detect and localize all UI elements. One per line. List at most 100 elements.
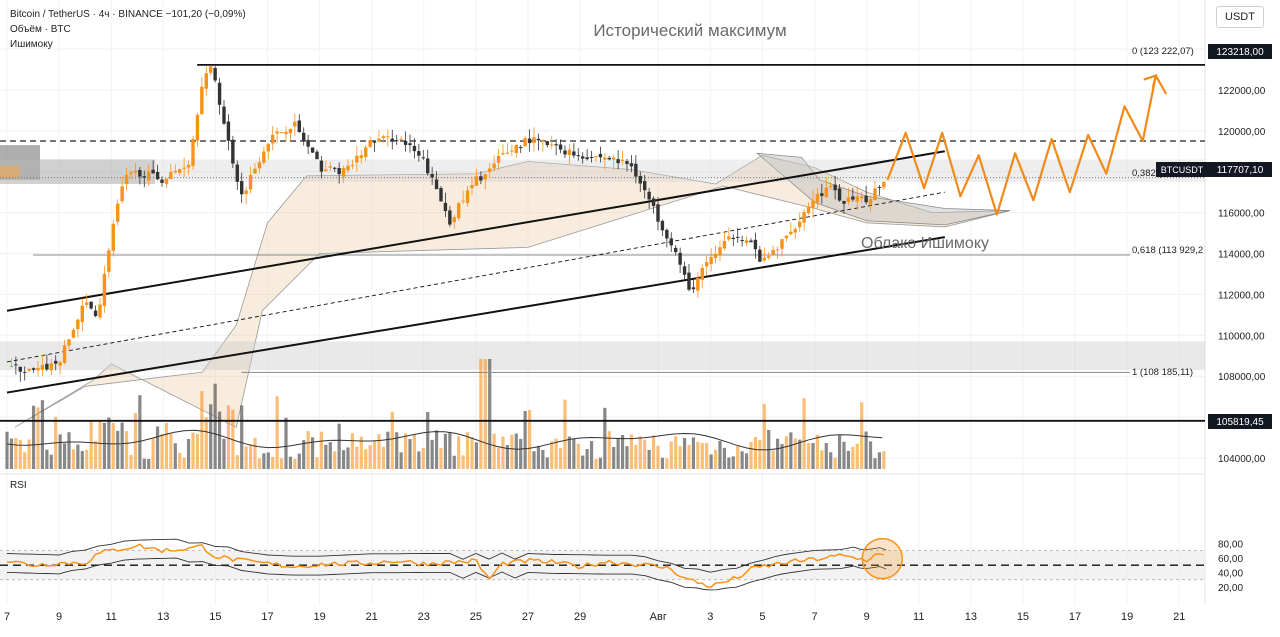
volume-bar: [337, 423, 341, 469]
candle-body: [147, 171, 151, 181]
candle-body: [368, 140, 372, 147]
volume-bar: [873, 458, 877, 469]
candle-body: [705, 262, 709, 267]
ath-title: Исторический максимум: [593, 21, 786, 40]
candle-body: [142, 176, 146, 178]
volume-bar: [266, 452, 270, 469]
candle-body: [355, 155, 359, 163]
candle-body: [67, 339, 71, 346]
candle-body: [643, 181, 647, 191]
volume-bar: [155, 426, 160, 469]
volume-bar: [403, 433, 408, 469]
volume-ma-line: [6, 429, 883, 451]
volume-bar: [9, 438, 14, 469]
candle-body: [412, 145, 417, 152]
volume-bar: [209, 404, 213, 469]
currency-button[interactable]: USDT: [1216, 6, 1264, 28]
volume-bar: [386, 431, 390, 469]
volume-bar: [226, 405, 231, 469]
time-tick-label: 23: [418, 611, 430, 623]
candle-body: [253, 168, 257, 174]
volume-bar: [563, 399, 567, 469]
volume-bar: [430, 439, 434, 469]
volume-bar: [85, 449, 89, 469]
volume-bar: [483, 359, 487, 469]
volume-bar: [142, 458, 146, 469]
time-tick-label: 7: [811, 611, 817, 623]
candle-body: [195, 114, 200, 141]
time-tick-label: 15: [209, 611, 221, 623]
volume-bar: [98, 419, 102, 469]
candle-body: [558, 144, 563, 150]
volume-bar: [200, 391, 204, 469]
volume-bar: [102, 422, 107, 469]
volume-legend: Объём · BTC: [10, 24, 71, 35]
volume-bar: [248, 444, 253, 469]
time-tick-label: 3: [707, 611, 713, 623]
volume-bar: [594, 458, 598, 469]
candle-body: [443, 202, 448, 212]
volume-bar: [815, 434, 820, 469]
volume-bar: [669, 441, 673, 469]
candle-body: [58, 362, 62, 366]
volume-bar: [324, 444, 328, 469]
time-tick-label: 13: [965, 611, 977, 623]
volume-bar: [505, 444, 510, 469]
volume-bar: [284, 417, 288, 469]
candle-body: [687, 272, 691, 290]
candle-body: [868, 199, 873, 205]
candle-body: [116, 203, 120, 222]
candle-body: [851, 196, 855, 200]
volume-bar: [620, 434, 625, 469]
volume-bar: [355, 446, 359, 469]
candle-body: [217, 82, 222, 105]
volume-bar: [147, 458, 151, 469]
volume-bar: [625, 446, 629, 469]
volume-bar: [780, 444, 784, 469]
candle-body: [111, 223, 115, 251]
volume-bar: [76, 444, 80, 469]
volume-bar: [696, 441, 700, 469]
candle-body: [350, 164, 355, 166]
fib-0382-label: 0,382 (: [1132, 168, 1162, 179]
volume-bar: [713, 449, 718, 469]
volume-bar: [868, 441, 873, 469]
volume-bar: [341, 450, 346, 469]
candle-body: [151, 169, 155, 174]
rsi-highlight-circle: [861, 537, 904, 580]
channel-line-0: [6, 150, 945, 312]
volume-bar: [235, 455, 239, 469]
time-tick-label: 17: [1069, 611, 1081, 623]
time-tick-label: 19: [1121, 611, 1133, 623]
candle-body: [297, 120, 301, 133]
volume-bar: [877, 452, 882, 469]
candle-body: [877, 186, 882, 188]
volume-bar: [18, 439, 22, 469]
candle-body: [178, 169, 182, 173]
candle-body: [824, 187, 828, 197]
candle-body: [523, 138, 527, 147]
volume-bar: [798, 439, 802, 469]
volume-bar: [634, 445, 638, 469]
volume-bar: [545, 457, 549, 469]
candle-body: [607, 157, 611, 160]
candle-body: [722, 241, 727, 249]
candle-body: [798, 221, 802, 228]
volume-bar: [789, 432, 793, 469]
rsi-upper-band: [6, 538, 887, 573]
volume-bar: [271, 456, 275, 469]
candle-body: [262, 151, 266, 163]
volume-bar: [315, 457, 319, 469]
supply-zone-orange: [0, 165, 20, 178]
volume-bar: [390, 411, 394, 469]
time-tick-label: 9: [56, 611, 62, 623]
candle-body: [860, 196, 864, 199]
symbol-badge: [1156, 162, 1208, 177]
volume-bar: [27, 439, 31, 469]
rsi-lower-band: [6, 557, 887, 591]
volume-bar: [120, 422, 124, 469]
volume-bar: [138, 395, 142, 469]
volume-bar: [310, 437, 315, 469]
volume-bar: [691, 437, 696, 469]
candle-body: [585, 157, 589, 160]
